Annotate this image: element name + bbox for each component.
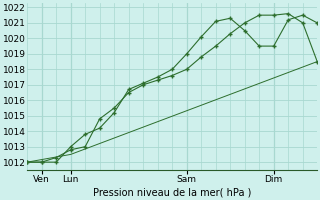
X-axis label: Pression niveau de la mer( hPa ): Pression niveau de la mer( hPa ): [93, 187, 252, 197]
